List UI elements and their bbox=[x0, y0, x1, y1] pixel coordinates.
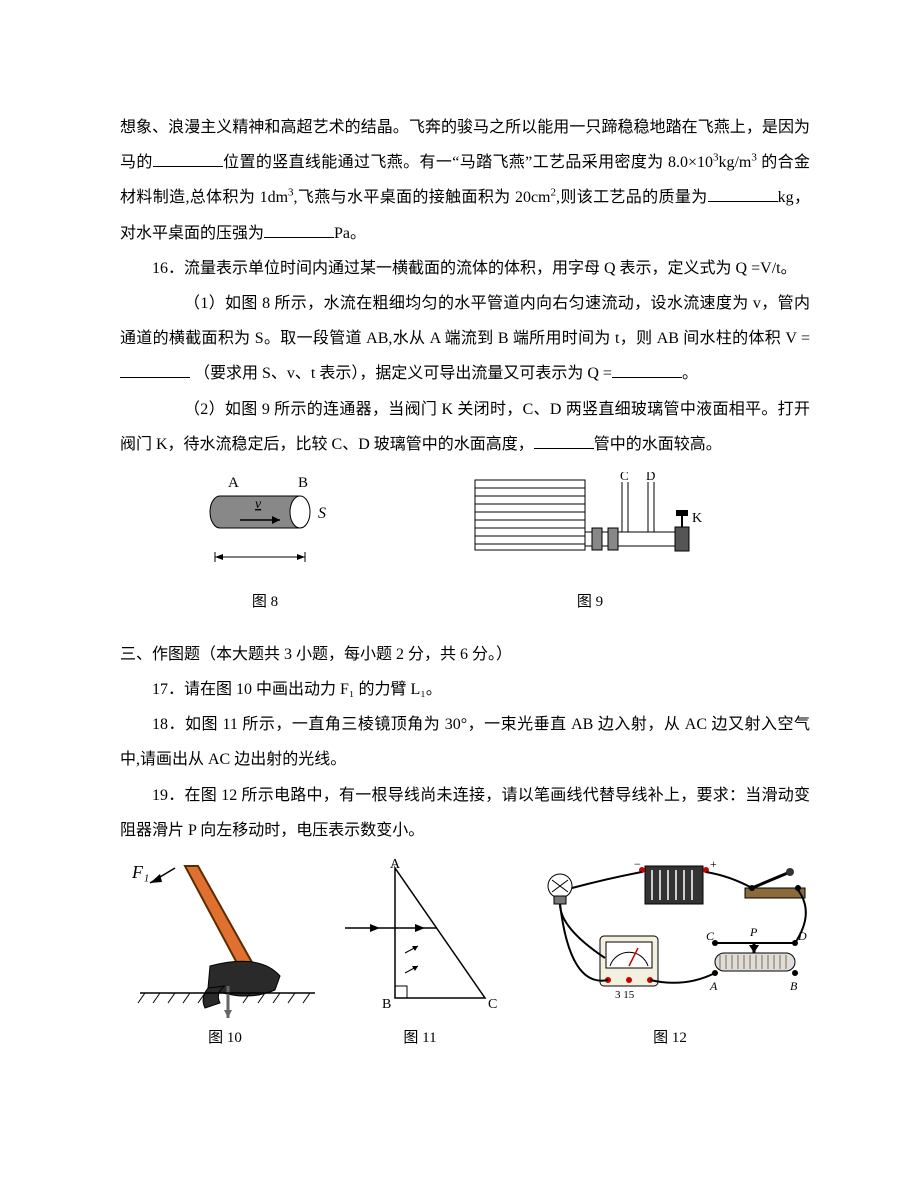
q16-2: （2）如图 9 所示的连通器，当阀门 K 关闭时，C、D 两竖直细玻璃管中液面相… bbox=[120, 392, 810, 462]
svg-text:−: − bbox=[634, 858, 641, 871]
label-b: B bbox=[382, 997, 391, 1012]
fig12-svg: − + 3 15 bbox=[520, 858, 820, 1018]
label-b: B bbox=[298, 475, 308, 491]
fig10-svg: F₁ bbox=[130, 858, 320, 1018]
section3: 三、作图题（本大题共 3 小题，每小题 2 分，共 6 分。） bbox=[120, 637, 810, 672]
blank[interactable] bbox=[264, 221, 334, 238]
label-v: v bbox=[255, 497, 262, 512]
t: （要求用 S、v、t 表示），据定义可导出流量又可表示为 Q = bbox=[194, 365, 612, 382]
t: （1）如图 8 所示，水流在粗细均匀的水平管道内向右匀速流动，设水流速度为 v，… bbox=[120, 295, 810, 347]
q16-lead: 16．流量表示单位时间内通过某一横截面的流体的体积，用字母 Q 表示，定义式为 … bbox=[120, 251, 810, 286]
label-d: D bbox=[646, 472, 655, 483]
label-c: C bbox=[488, 997, 497, 1012]
meter-label: 3 15 bbox=[615, 989, 635, 1001]
fig11-cap: 图 11 bbox=[403, 1022, 436, 1055]
q18: 18．如图 11 所示，一直角三棱镜顶角为 30°，一束光垂直 AB 边入射，从… bbox=[120, 707, 810, 777]
t: kg/m bbox=[718, 154, 751, 171]
fig8-svg: A B v S bbox=[180, 472, 350, 582]
t: ,飞燕与水平桌面的接触面积为 20cm bbox=[294, 189, 551, 206]
blank[interactable] bbox=[612, 361, 682, 378]
label-k: K bbox=[692, 511, 702, 526]
q16-1: （1）如图 8 所示，水流在粗细均匀的水平管道内向右匀速流动，设水流速度为 v，… bbox=[120, 286, 810, 392]
t: 。 bbox=[682, 365, 698, 382]
fig9-cap: 图 9 bbox=[577, 586, 603, 619]
label-f1: F₁ bbox=[131, 862, 149, 882]
label-p: P bbox=[749, 925, 758, 939]
q19: 19．在图 12 所示电路中，有一根导线尚未连接，请以笔画线代替导线补上，要求：… bbox=[120, 778, 810, 848]
fig-row-8-9: A B v S 图 8 bbox=[180, 472, 810, 619]
fig11: A B C 图 11 bbox=[340, 858, 500, 1055]
blank[interactable] bbox=[153, 150, 223, 167]
fig-row-10-12: F₁ 图 10 A bbox=[130, 858, 810, 1055]
fig10: F₁ 图 10 bbox=[130, 858, 320, 1055]
t: ,则该工艺品的质量为 bbox=[556, 189, 708, 206]
blank[interactable] bbox=[120, 361, 190, 378]
t: Pa。 bbox=[334, 225, 366, 242]
label-b2: B bbox=[790, 979, 798, 993]
fig12-cap: 图 12 bbox=[653, 1022, 687, 1055]
label-s: S bbox=[318, 505, 326, 522]
svg-text:+: + bbox=[710, 858, 717, 871]
fig8-cap: 图 8 bbox=[252, 586, 278, 619]
q17: 17．请在图 10 中画出动力 F₁ 的力臂 L₁。 bbox=[120, 672, 810, 707]
q15-text: 想象、浪漫主义精神和高超艺术的结晶。飞奔的骏马之所以能用一只蹄稳稳地踏在飞燕上，… bbox=[120, 110, 810, 251]
blank[interactable] bbox=[534, 432, 594, 449]
fig10-cap: 图 10 bbox=[208, 1022, 242, 1055]
label-c2: C bbox=[706, 929, 715, 943]
t: 位置的竖直线能通过飞燕。有一“马踏飞燕”工艺品采用密度为 8.0×10 bbox=[223, 154, 713, 171]
t: 管中的水面较高。 bbox=[594, 436, 722, 453]
fig9: K C D 图 9 bbox=[470, 472, 710, 619]
fig11-svg: A B C bbox=[340, 858, 500, 1018]
blank[interactable] bbox=[708, 185, 778, 202]
fig8: A B v S 图 8 bbox=[180, 472, 350, 619]
label-a: A bbox=[390, 858, 401, 872]
label-c: C bbox=[620, 472, 629, 483]
label-a2: A bbox=[709, 979, 718, 993]
label-a: A bbox=[228, 475, 239, 491]
fig12: − + 3 15 bbox=[520, 858, 820, 1055]
fig9-svg: K C D bbox=[470, 472, 710, 582]
